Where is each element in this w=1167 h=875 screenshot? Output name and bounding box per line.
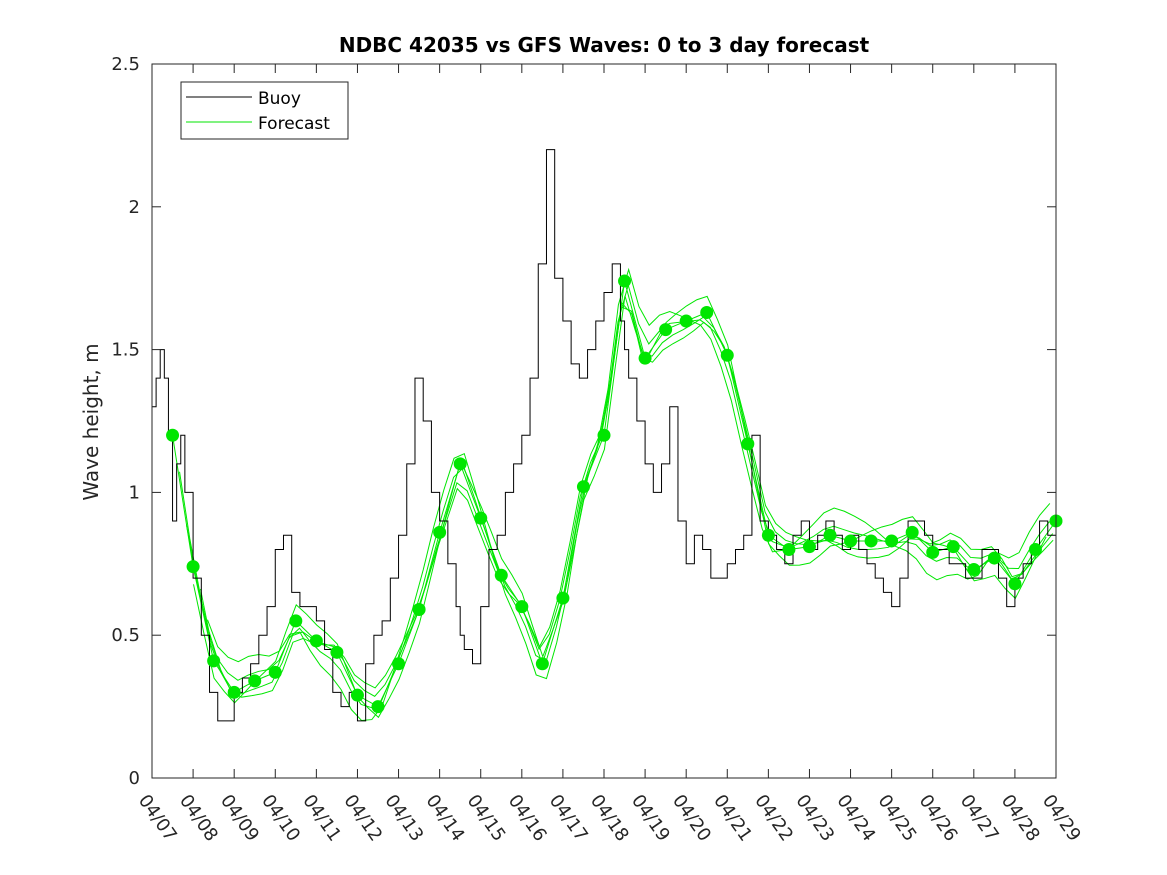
forecast-point (926, 545, 940, 559)
x-axis-ticks: 04/0704/0804/0904/1004/1104/1204/1304/14… (134, 64, 1085, 845)
forecast-point (576, 480, 590, 494)
forecast-point (844, 534, 858, 548)
y-tick-label: 2.5 (111, 54, 140, 75)
forecast-point (412, 602, 426, 616)
buoy-series-line (152, 149, 1057, 722)
forecast-series-line (193, 295, 1047, 719)
y-tick-label: 1.5 (111, 340, 140, 361)
forecast-point (371, 700, 385, 714)
legend-forecast-label: Forecast (258, 114, 330, 134)
x-tick-label: 04/11 (298, 791, 345, 846)
y-tick-label: 2 (129, 197, 140, 218)
forecast-point (433, 525, 447, 539)
forecast-point (659, 323, 673, 337)
x-tick-label: 04/18 (586, 791, 633, 846)
forecast-point (309, 634, 323, 648)
forecast-point (350, 688, 364, 702)
x-tick-label: 04/26 (915, 791, 962, 846)
forecast-point (782, 543, 796, 557)
forecast-point (967, 563, 981, 577)
forecast-point (330, 645, 344, 659)
y-axis-ticks: 0 0.5 1 1.5 2 2.5 (111, 54, 1056, 789)
y-tick-label: 0.5 (111, 625, 140, 646)
forecast-point (453, 457, 467, 471)
forecast-point (864, 534, 878, 548)
forecast-series-line (199, 301, 1054, 698)
legend-box (180, 81, 349, 140)
y-axis-label: Wave height, m (79, 343, 103, 500)
forecast-point (556, 591, 570, 605)
forecast-point (823, 528, 837, 542)
x-tick-label: 04/12 (339, 791, 386, 846)
forecast-point (392, 657, 406, 671)
legend-buoy-label: Buoy (258, 89, 301, 109)
x-tick-label: 04/28 (997, 791, 1044, 846)
forecast-point (885, 534, 899, 548)
legend: Buoy Forecast (180, 81, 349, 140)
forecast-point (186, 560, 200, 574)
forecast-point (289, 614, 303, 628)
forecast-point (679, 314, 693, 328)
forecast-point (741, 437, 755, 451)
x-tick-label: 04/23 (791, 791, 838, 846)
x-tick-label: 04/29 (1038, 791, 1085, 846)
x-tick-label: 04/10 (257, 791, 304, 846)
x-tick-label: 04/24 (832, 791, 879, 846)
forecast-point (987, 551, 1001, 565)
forecast-point (207, 654, 221, 668)
chart-title: NDBC 42035 vs GFS Waves: 0 to 3 day fore… (339, 33, 870, 57)
x-tick-label: 04/08 (175, 791, 222, 846)
forecast-point (720, 348, 734, 362)
x-tick-label: 04/16 (504, 791, 551, 846)
forecast-point (638, 351, 652, 365)
forecast-point (494, 568, 508, 582)
x-tick-label: 04/22 (750, 791, 797, 846)
forecast-point (905, 525, 919, 539)
forecast-point (761, 528, 775, 542)
x-tick-label: 04/21 (709, 791, 756, 846)
forecast-point (802, 540, 816, 554)
x-tick-label: 04/20 (668, 791, 715, 846)
y-tick-label: 1 (129, 482, 140, 503)
forecast-point (946, 540, 960, 554)
forecast-point (268, 665, 282, 679)
x-tick-label: 04/17 (545, 791, 592, 846)
x-tick-label: 04/19 (627, 791, 674, 846)
x-tick-label: 04/25 (874, 791, 921, 846)
forecast-series-line (207, 267, 1051, 721)
forecast-point (535, 657, 549, 671)
forecast-point (700, 305, 714, 319)
forecast-point (227, 685, 241, 699)
forecast-series-line (179, 306, 1054, 697)
x-tick-label: 04/13 (380, 791, 427, 846)
forecast-layer (172, 267, 1057, 721)
x-tick-label: 04/07 (134, 791, 181, 846)
forecast-point (474, 511, 488, 525)
forecast-point (618, 274, 632, 288)
forecast-point (166, 428, 180, 442)
x-tick-label: 04/14 (422, 791, 469, 846)
x-tick-label: 04/09 (216, 791, 263, 846)
forecast-markers (166, 274, 1063, 714)
buoy-layer (152, 149, 1057, 722)
forecast-point (1028, 543, 1042, 557)
forecast-series-line (172, 280, 1057, 708)
forecast-point (1008, 577, 1022, 591)
forecast-point (597, 428, 611, 442)
forecast-point (515, 600, 529, 614)
forecast-point (248, 674, 262, 688)
x-tick-label: 04/15 (463, 791, 510, 846)
x-tick-label: 04/27 (956, 791, 1003, 846)
y-tick-label: 0 (129, 768, 140, 789)
